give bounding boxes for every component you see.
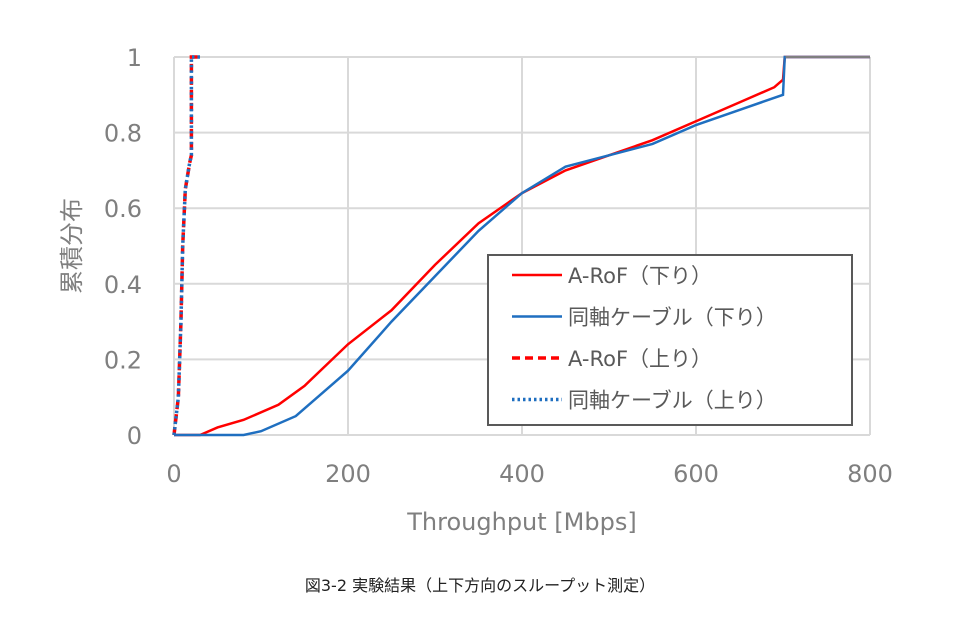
y-tick-label: 0.6 — [104, 195, 142, 223]
x-tick-label: 800 — [847, 460, 893, 488]
y-tick-label: 1 — [127, 44, 142, 72]
legend: A-RoF（下り） 同軸ケーブル（下り） A-RoF（上り） 同軸ケーブル（上り） — [487, 254, 853, 426]
legend-label: 同軸ケーブル（上り） — [568, 389, 777, 413]
series-line — [174, 55, 870, 437]
y-axis-label: 累積分布 — [58, 198, 86, 294]
y-axis-ticks: 0 0.2 0.4 0.6 0.8 1 — [104, 44, 142, 450]
series-line — [172, 55, 201, 436]
x-axis-label: Throughput [Mbps] — [406, 508, 636, 536]
legend-label: 同軸ケーブル（下り） — [568, 306, 777, 330]
figure-caption: 図3-2 実験結果（上下方向のスループット測定） — [304, 576, 656, 595]
data-series — [172, 55, 870, 437]
series-line — [174, 55, 870, 437]
y-tick-label: 0.4 — [104, 271, 142, 299]
legend-label: A-RoF（下り） — [568, 264, 712, 288]
x-axis-ticks: 0 200 400 600 800 — [166, 460, 893, 488]
legend-label: A-RoF（上り） — [568, 347, 712, 371]
x-tick-label: 200 — [325, 460, 371, 488]
y-tick-label: 0.2 — [104, 346, 142, 374]
y-tick-label: 0 — [127, 422, 142, 450]
x-tick-label: 0 — [166, 460, 181, 488]
x-tick-label: 400 — [499, 460, 545, 488]
x-tick-label: 600 — [673, 460, 719, 488]
y-tick-label: 0.8 — [104, 120, 142, 148]
